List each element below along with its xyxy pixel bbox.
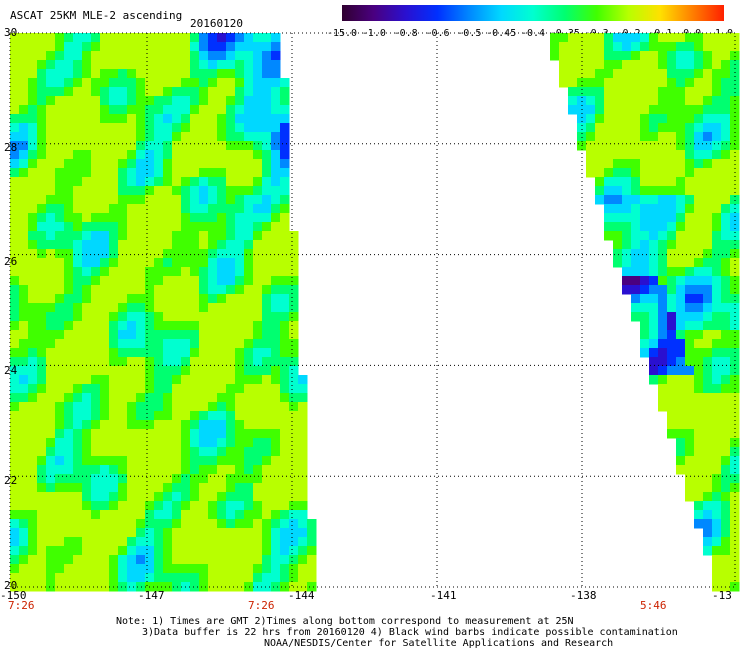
lon-label-147: -147 [138, 589, 165, 602]
lat-label-20: 20 [4, 579, 18, 592]
grid-lines [10, 33, 735, 587]
lat-label-26: 26 [4, 255, 18, 268]
pass-time-2: 7:26 [248, 599, 275, 612]
pass-time-1: 7:26 [8, 599, 35, 612]
colorbar-label: -0.4 [521, 28, 545, 39]
colorbar-label: -0.8 [394, 28, 418, 39]
lon-label-144: -144 [288, 589, 315, 602]
lon-label-150: -150 [0, 589, 27, 602]
lon-label-141: -141 [430, 589, 457, 602]
map-frame [9, 32, 736, 588]
lon-label-135: -13 [712, 589, 732, 602]
lat-label-28: 28 [4, 141, 18, 154]
note-line-3: NOAA/NESDIS/Center for Satellite Applica… [264, 638, 614, 649]
colorbar-label: -0.5 [457, 28, 481, 39]
lat-label-22: 22 [4, 474, 18, 487]
swath-data [10, 33, 740, 592]
lon-label-138: -138 [570, 589, 597, 602]
lat-label-24: 24 [4, 364, 18, 377]
colorbar-gradient [342, 5, 724, 21]
pass-time-3: 5:46 [640, 599, 667, 612]
date-label: 20160120 [190, 17, 243, 30]
note-line-2: 3)Data buffer is 22 hrs from 20160120 4)… [142, 627, 678, 638]
colorbar-label: -0.45 [486, 28, 516, 39]
lat-label-30: 30 [4, 26, 18, 39]
product-title: ASCAT 25KM MLE-2 ascending [10, 9, 183, 22]
colorbar-label: -1.0 [362, 28, 386, 39]
note-line-1: Note: 1) Times are GMT 2)Times along bot… [116, 616, 574, 627]
